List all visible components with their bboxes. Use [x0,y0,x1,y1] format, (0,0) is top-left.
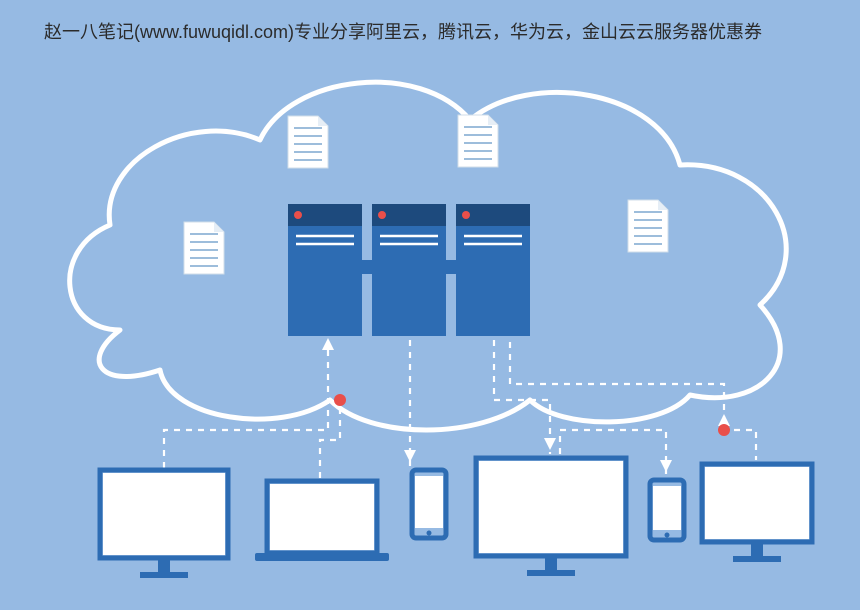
server-icon [372,204,446,336]
document-icon [184,222,224,274]
client-devices [100,458,812,578]
phone-icon [650,480,684,540]
connection-dot [718,424,730,436]
server-icon [456,204,530,336]
cloud-diagram [0,0,860,610]
phone-icon [412,470,446,538]
document-icon [458,115,498,167]
server-icon [288,204,362,336]
document-icon [288,116,328,168]
server-rack [288,204,530,336]
monitor-icon [100,470,228,578]
document-icon [628,200,668,252]
laptop-icon [255,481,389,561]
connection-dot [334,394,346,406]
monitor-icon [476,458,626,576]
monitor-icon [702,464,812,562]
